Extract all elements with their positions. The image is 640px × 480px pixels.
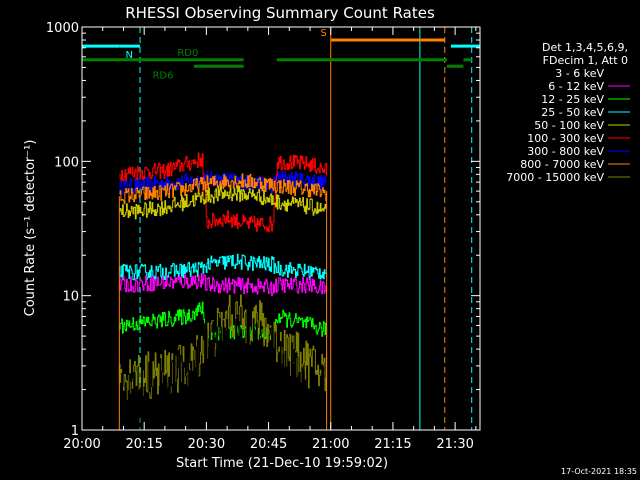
series-line-1	[119, 152, 328, 233]
legend-label-2: 12 - 25 keV	[541, 93, 604, 106]
legend-label-5: 100 - 300 keV	[527, 132, 604, 145]
legend-label-8: 7000 - 15000 keV	[506, 171, 604, 184]
state-bar-label-2: S	[320, 28, 326, 39]
legend: Det 1,3,4,5,6,9,FDecim 1, Att 03 - 6 keV…	[506, 41, 630, 184]
legend-label-6: 300 - 800 keV	[527, 145, 604, 158]
x-tick-label-4: 21:00	[312, 437, 349, 452]
y-tick-label-0: 1	[71, 424, 79, 439]
series-group	[118, 152, 328, 431]
series-line-3	[119, 185, 328, 220]
axes: 20:00 20:15 20:30 20:45 21:00 21:15 21:30 1 10 10…	[46, 21, 480, 452]
y-tick-label-3: 1000	[46, 21, 79, 36]
legend-label-1: 6 - 12 keV	[548, 80, 604, 93]
legend-header-0: Det 1,3,4,5,6,9,	[542, 41, 628, 54]
state-bars: N S RD0 RD6	[82, 28, 480, 81]
legend-label-4: 50 - 100 keV	[534, 119, 604, 132]
x-tick-label-0: 20:00	[63, 437, 100, 452]
x-axis-label: Start Time (21-Dec-10 19:59:02)	[176, 456, 388, 471]
state-bar-label-4: RD6	[152, 70, 173, 81]
x-tick-label-3: 20:45	[250, 437, 287, 452]
series-line-8	[119, 311, 327, 431]
x-tick-label-5: 21:15	[374, 437, 411, 452]
y-tick-label-2: 100	[54, 155, 79, 170]
legend-header-1: FDecim 1, Att 0	[543, 54, 628, 67]
plot-frame	[81, 26, 481, 431]
legend-label-3: 25 - 50 keV	[541, 106, 604, 119]
series-line-2	[119, 173, 328, 205]
x-tick-label-1: 20:15	[125, 437, 162, 452]
series-line-5	[119, 272, 328, 296]
y-axis-label: Count Rate (s⁻¹ detector⁻¹)	[23, 140, 38, 317]
legend-label-0: 3 - 6 keV	[555, 67, 604, 80]
chart-title: RHESSI Observing Summary Count Rates	[125, 4, 435, 22]
state-bar-label-3: RD0	[177, 48, 198, 59]
legend-label-7: 800 - 7000 keV	[520, 158, 604, 171]
x-tick-label-6: 21:30	[436, 437, 473, 452]
x-tick-label-2: 20:30	[188, 437, 225, 452]
state-bar-label-0: N	[126, 50, 133, 61]
footer-timestamp: 17-Oct-2021 18:35	[561, 467, 637, 476]
y-tick-label-1: 10	[62, 290, 79, 305]
